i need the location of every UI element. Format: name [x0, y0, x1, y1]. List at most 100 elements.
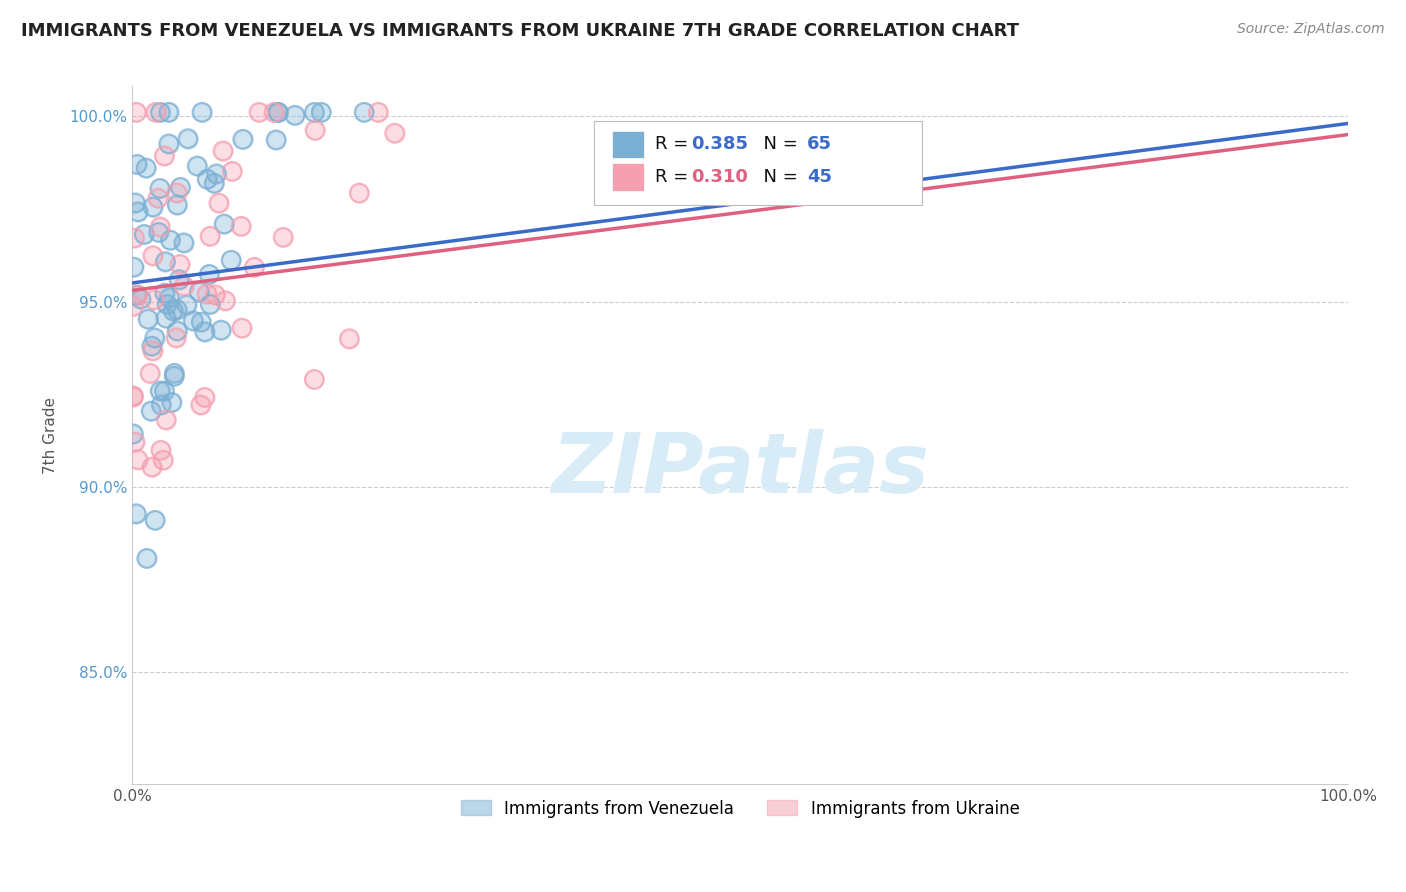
Point [304, 105, 326, 120]
Point [142, 249, 165, 263]
Point [186, 159, 208, 173]
Point [153, 286, 176, 301]
Point [122, 260, 145, 274]
Point [125, 287, 148, 301]
Point [177, 131, 200, 145]
Point [143, 331, 166, 345]
Point [155, 311, 177, 326]
Point [181, 314, 204, 328]
Point [152, 453, 174, 467]
Point [139, 404, 162, 418]
FancyBboxPatch shape [595, 121, 922, 205]
Point [145, 105, 167, 120]
Point [349, 186, 371, 200]
Point [267, 105, 290, 120]
Point [124, 435, 146, 450]
Point [208, 196, 231, 211]
Text: R =: R = [655, 136, 695, 153]
Point [125, 105, 148, 120]
Point [122, 390, 145, 404]
Point [169, 180, 191, 194]
Point [122, 390, 145, 404]
Point [229, 219, 252, 234]
Point [204, 287, 226, 301]
Point [209, 323, 232, 337]
Point [149, 105, 172, 120]
Point [214, 293, 236, 308]
Point [142, 249, 165, 263]
Point [122, 260, 145, 274]
Point [141, 343, 163, 358]
Point [145, 105, 167, 120]
Point [166, 324, 188, 338]
Point [367, 105, 389, 120]
Point [150, 398, 173, 412]
Text: 0.385: 0.385 [692, 136, 748, 153]
Point [337, 332, 360, 346]
Point [159, 233, 181, 247]
Point [125, 157, 148, 171]
Point [166, 302, 188, 317]
Point [142, 200, 165, 214]
Point [229, 219, 252, 234]
Point [309, 105, 332, 120]
Point [122, 426, 145, 441]
Point [155, 413, 177, 427]
Point [146, 191, 169, 205]
Point [191, 105, 214, 120]
Point [146, 191, 169, 205]
Point [149, 443, 172, 458]
Point [127, 204, 149, 219]
Point [384, 126, 406, 140]
Point [304, 372, 326, 386]
Point [153, 149, 176, 163]
Point [169, 257, 191, 271]
Point [271, 230, 294, 244]
Point [195, 172, 218, 186]
Point [122, 389, 145, 403]
Point [304, 105, 326, 120]
Point [125, 287, 148, 301]
Point [271, 230, 294, 244]
Text: N =: N = [752, 136, 804, 153]
Point [267, 105, 290, 120]
Point [166, 198, 188, 212]
Point [156, 297, 179, 311]
Point [188, 285, 211, 299]
Point [122, 389, 145, 403]
Point [148, 226, 170, 240]
Point [149, 219, 172, 234]
Point [167, 272, 190, 286]
Point [191, 105, 214, 120]
Point [194, 391, 217, 405]
FancyBboxPatch shape [613, 130, 644, 158]
Point [153, 149, 176, 163]
Point [139, 367, 162, 381]
Point [219, 253, 242, 268]
Point [153, 286, 176, 301]
Point [198, 268, 221, 282]
Point [150, 398, 173, 412]
Point [157, 105, 180, 120]
Point [195, 287, 218, 301]
Point [264, 133, 287, 147]
Point [384, 126, 406, 140]
Point [166, 186, 188, 200]
Point [143, 513, 166, 527]
Point [157, 105, 180, 120]
Point [124, 195, 146, 210]
Point [162, 303, 184, 318]
Point [135, 551, 157, 566]
Point [159, 291, 181, 305]
Point [190, 398, 212, 412]
Point [195, 287, 218, 301]
Point [176, 298, 198, 312]
Point [214, 293, 236, 308]
Point [200, 297, 222, 311]
Point [141, 460, 163, 475]
Point [198, 229, 221, 244]
Point [353, 105, 375, 120]
Point [169, 180, 191, 194]
Point [157, 136, 180, 151]
Point [166, 186, 188, 200]
